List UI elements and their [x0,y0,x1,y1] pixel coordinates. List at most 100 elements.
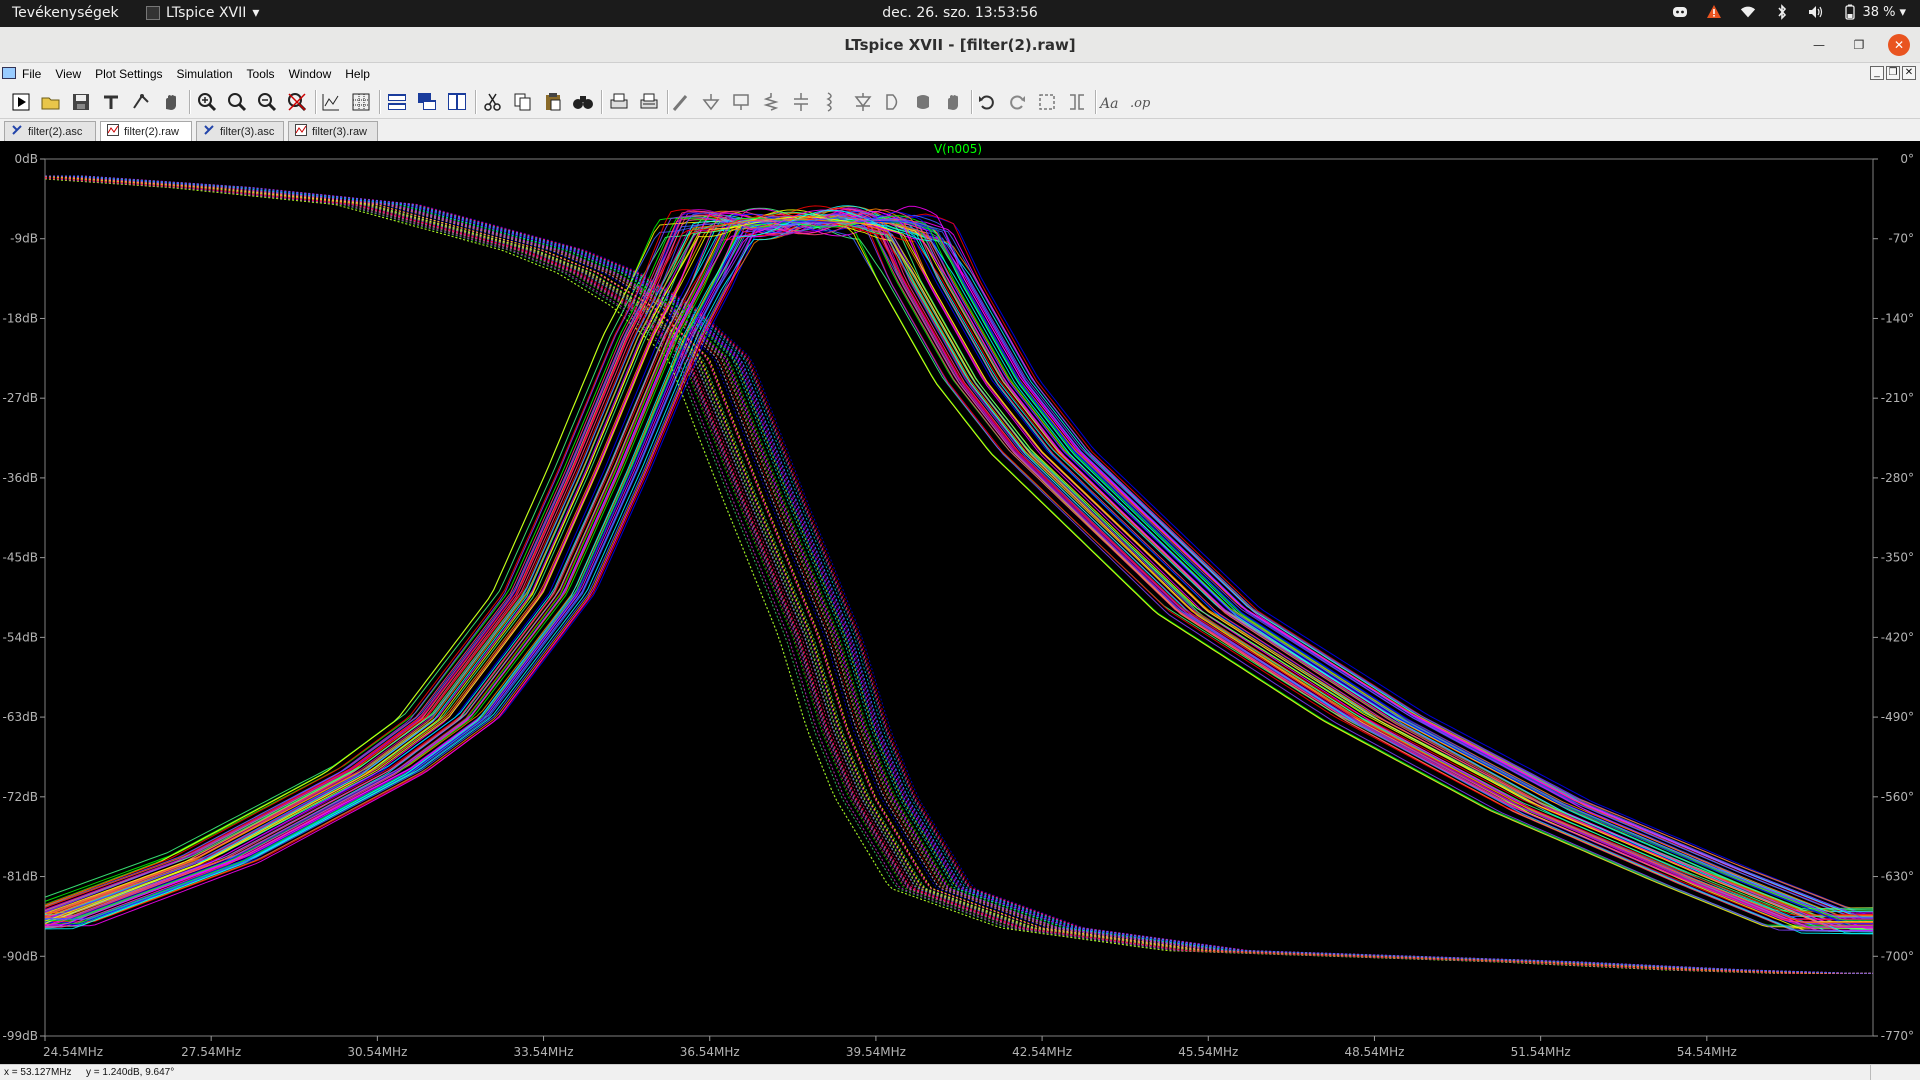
minimize-icon[interactable]: — [1813,38,1825,52]
text-icon[interactable]: Aa [1096,89,1122,115]
x-tick-label: 51.54MHz [1511,1045,1571,1059]
find-icon[interactable] [570,89,596,115]
resize-grip[interactable] [1870,1065,1920,1080]
component-icon[interactable] [880,89,906,115]
menu-simulation[interactable]: Simulation [176,67,233,81]
tile-horizontal-icon[interactable] [384,89,410,115]
menu-view[interactable]: View [55,67,82,81]
tab-filter-3--asc[interactable]: filter(3).asc [196,121,284,141]
tab-filter-2--raw[interactable]: filter(2).raw [100,121,192,141]
pan-icon[interactable] [158,89,184,115]
ground-icon[interactable] [698,89,724,115]
menu-tools[interactable]: Tools [246,67,275,81]
chevron-down-icon[interactable]: ▾ [1899,4,1906,20]
system-tray[interactable]: 38 % ▾ [1672,4,1906,20]
discord-icon[interactable] [1672,4,1688,20]
magnitude-trace [44,217,1873,924]
magnitude-trace [44,218,1873,924]
grid-icon[interactable] [348,89,374,115]
move-icon[interactable] [910,89,936,115]
close-icon[interactable]: ✕ [1888,34,1910,56]
phase-trace [44,175,1873,974]
tab-filter-2--asc[interactable]: filter(2).asc [4,121,96,141]
system-top-bar: Tevékenységek LTspice XVII ▾ dec. 26. sz… [0,0,1920,27]
volume-icon[interactable] [1808,4,1824,20]
zoom-back-icon[interactable] [224,89,250,115]
print-icon[interactable] [606,89,632,115]
phase-trace [44,177,1873,974]
print-setup-icon[interactable] [636,89,662,115]
y-right-tick-label: -140° [1881,311,1914,325]
phase-trace [45,175,1873,974]
run-icon[interactable] [8,89,34,115]
magnitude-trace [44,210,1873,921]
wifi-icon[interactable] [1740,4,1756,20]
maximize-icon[interactable]: ❐ [1853,38,1865,52]
mdi-restore-icon[interactable]: ❐ [1886,66,1900,80]
y-right-tick-label: -630° [1881,870,1914,884]
system-clock[interactable]: dec. 26. szo. 13:53:56 [882,5,1038,21]
alert-icon[interactable] [1706,4,1722,20]
control-panel-icon[interactable] [98,89,124,115]
rotate-icon[interactable] [1034,89,1060,115]
zoom-cancel-icon[interactable] [284,89,310,115]
autorange-icon[interactable] [318,89,344,115]
paste-icon[interactable] [540,89,566,115]
inductor-icon[interactable] [818,89,844,115]
plot-svg[interactable]: V(n005) 0dB -9dB -18dB -27dB -36dB -45dB -54dB… [0,141,1920,1064]
cursor-x-readout: x = 53.127MHz [4,1067,72,1078]
waveform-viewer[interactable]: V(n005) 0dB -9dB -18dB -27dB -36dB -45dB -54dB… [0,141,1920,1064]
y-left-tick-label: -45dB [3,551,38,565]
capacitor-icon[interactable] [788,89,814,115]
phase-trace [44,175,1873,974]
battery-icon[interactable] [1842,4,1858,20]
phase-trace [45,175,1873,974]
phase-trace [45,175,1873,974]
menu-plot-settings[interactable]: Plot Settings [95,67,163,81]
resistor-icon[interactable] [758,89,784,115]
tab-label: filter(3).raw [312,125,368,138]
tile-vertical-icon[interactable] [444,89,470,115]
open-icon[interactable] [38,89,64,115]
zoom-extents-icon[interactable] [254,89,280,115]
traces [44,175,1874,974]
zoom-in-icon[interactable] [194,89,220,115]
bluetooth-icon[interactable] [1774,4,1790,20]
phase-trace [45,175,1873,974]
wire-icon[interactable] [668,89,694,115]
drag-icon[interactable] [940,89,966,115]
tab-filter-3--raw[interactable]: filter(3).raw [288,121,378,141]
menu-help[interactable]: Help [345,67,370,81]
phase-trace [45,175,1873,974]
mdi-minimize-icon[interactable]: _ [1870,66,1884,80]
cut-icon[interactable] [480,89,506,115]
magnitude-trace [44,214,1873,916]
y-left-tick-label: -72dB [3,790,38,804]
menu-file[interactable]: File [22,67,42,81]
phase-trace [44,177,1873,974]
copy-icon[interactable] [510,89,536,115]
phase-trace [44,177,1873,974]
trace-label[interactable]: V(n005) [934,142,982,156]
undo-icon[interactable] [974,89,1000,115]
magnitude-trace [45,217,1873,920]
label-icon[interactable] [728,89,754,115]
halt-icon[interactable] [128,89,154,115]
menu-window[interactable]: Window [288,67,332,81]
app-menu[interactable]: LTspice XVII ▾ [146,5,259,21]
window-title-bar[interactable]: LTspice XVII - [filter(2).raw] — ❐ ✕ [0,27,1920,63]
mdi-close-icon[interactable]: ✕ [1902,66,1916,80]
cascade-icon[interactable] [414,89,440,115]
spice-directive-icon[interactable]: .op [1126,89,1152,115]
magnitude-trace [44,220,1874,930]
phase-trace [45,175,1873,974]
activities-button[interactable]: Tevékenységek [12,5,119,21]
x-tick-label: 54.54MHz [1677,1045,1737,1059]
diode-icon[interactable] [850,89,876,115]
redo-icon[interactable] [1004,89,1030,115]
save-icon[interactable] [68,89,94,115]
phase-trace [45,175,1873,974]
mirror-icon[interactable] [1064,89,1090,115]
x-tick-label: 30.54MHz [347,1045,407,1059]
waveform-window-icon[interactable] [2,67,16,79]
